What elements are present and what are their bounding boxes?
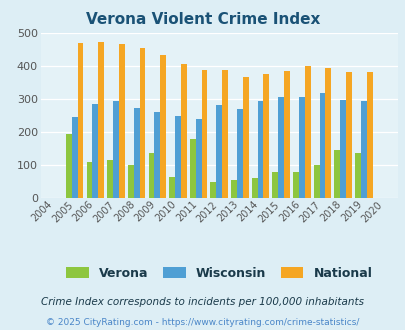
Bar	[195, 119, 201, 198]
Bar	[366, 72, 372, 198]
Bar	[345, 72, 351, 198]
Bar	[180, 64, 186, 198]
Bar	[251, 178, 257, 198]
Bar	[160, 55, 166, 198]
Bar	[175, 115, 180, 198]
Bar	[325, 68, 330, 198]
Bar	[222, 70, 228, 198]
Bar	[237, 109, 242, 198]
Bar	[216, 105, 222, 198]
Bar	[86, 162, 92, 198]
Bar	[277, 97, 284, 198]
Bar	[77, 43, 83, 198]
Bar	[242, 77, 248, 198]
Bar	[201, 70, 207, 198]
Bar	[319, 93, 325, 198]
Bar	[133, 108, 139, 198]
Bar	[66, 134, 72, 198]
Bar	[334, 150, 339, 198]
Bar	[98, 42, 104, 198]
Bar	[257, 101, 263, 198]
Bar	[272, 172, 277, 198]
Bar	[169, 177, 175, 198]
Bar	[128, 165, 133, 198]
Bar	[339, 100, 345, 198]
Bar	[92, 104, 98, 198]
Bar	[107, 160, 113, 198]
Bar	[154, 112, 160, 198]
Bar	[113, 101, 119, 198]
Legend: Verona, Wisconsin, National: Verona, Wisconsin, National	[66, 267, 371, 280]
Bar	[292, 172, 298, 198]
Bar	[263, 74, 269, 198]
Bar	[230, 180, 237, 198]
Bar	[148, 153, 154, 198]
Bar	[313, 165, 319, 198]
Text: Crime Index corresponds to incidents per 100,000 inhabitants: Crime Index corresponds to incidents per…	[41, 297, 364, 307]
Bar	[210, 182, 216, 198]
Bar	[304, 66, 310, 198]
Bar	[119, 44, 124, 198]
Bar	[139, 48, 145, 198]
Bar	[190, 139, 195, 198]
Bar	[298, 97, 304, 198]
Bar	[284, 71, 289, 198]
Text: Verona Violent Crime Index: Verona Violent Crime Index	[85, 12, 320, 26]
Bar	[72, 117, 77, 198]
Bar	[354, 153, 360, 198]
Bar	[360, 101, 366, 198]
Text: © 2025 CityRating.com - https://www.cityrating.com/crime-statistics/: © 2025 CityRating.com - https://www.city…	[46, 318, 359, 327]
